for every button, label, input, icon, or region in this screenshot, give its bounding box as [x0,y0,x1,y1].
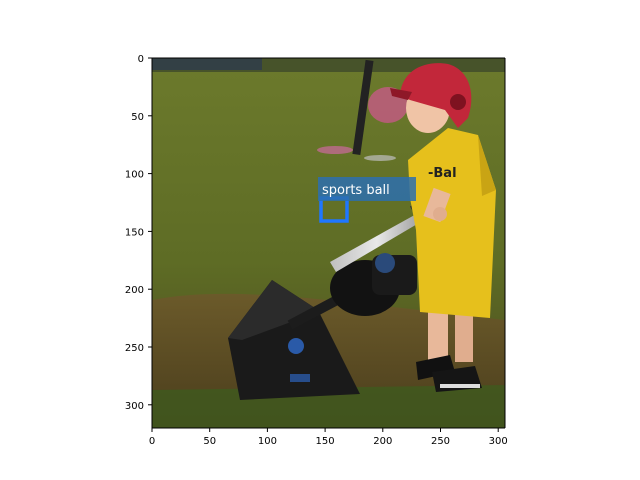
y-tick-label: 250 [125,343,144,354]
y-tick-label: 150 [125,227,144,238]
detection-label-bg [318,177,416,201]
detection-sports-ball: sports ball [318,177,416,223]
y-tick-label: 100 [125,170,144,181]
x-tick-label: 250 [431,436,450,447]
x-tick-label: 100 [258,436,277,447]
y-tick-label: 300 [125,401,144,412]
x-tick-label: 150 [316,436,335,447]
y-tick-label: 200 [125,285,144,296]
y-axis: 0 50 100 150 200 250 300 [125,54,152,412]
axes [151,57,506,429]
y-tick-label: 0 [138,54,144,65]
photo: -Bal [152,58,505,428]
x-tick-label: 200 [373,436,392,447]
detection-label: sports ball [322,183,390,198]
x-tick-label: 300 [489,436,508,447]
x-axis: 0 50 100 150 200 250 300 [149,428,508,447]
x-tick-label: 50 [203,436,216,447]
y-tick-label: 50 [131,112,144,123]
x-tick-label: 0 [149,436,155,447]
svg-text:-Bal: -Bal [428,166,457,181]
